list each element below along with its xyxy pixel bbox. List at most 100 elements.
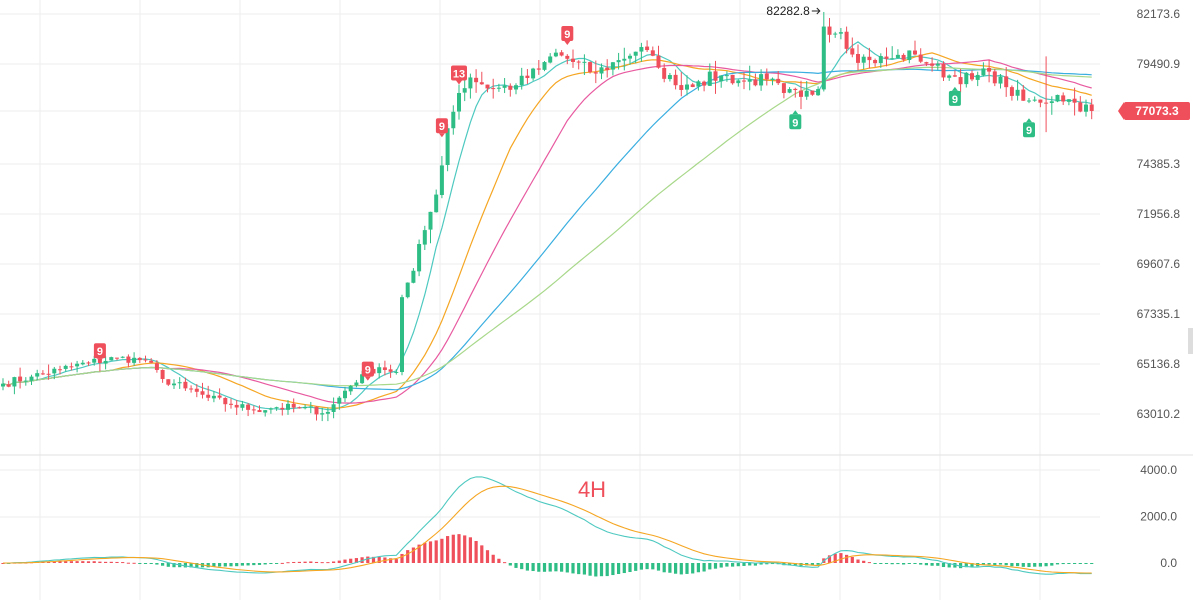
macd-histogram-bar	[537, 563, 541, 572]
candle	[633, 51, 638, 64]
candle	[485, 84, 490, 93]
count-badge: 9	[1023, 118, 1035, 138]
price-tick-label: 67335.1	[1137, 307, 1181, 321]
sequential-count-badges: 9 9 9 13 9 9 9 9	[93, 26, 1035, 381]
candle	[69, 362, 74, 371]
candle	[457, 84, 461, 120]
candle	[502, 78, 507, 94]
candle	[605, 59, 610, 78]
peak-price-label: 82282.8	[766, 4, 810, 18]
candle	[297, 406, 302, 409]
macd-histogram-bar	[816, 563, 820, 565]
macd-histogram-bar	[525, 563, 529, 571]
macd-histogram-bar	[827, 555, 832, 563]
candle	[924, 61, 929, 67]
candle	[354, 379, 359, 388]
macd-histogram-bar	[731, 563, 735, 567]
macd-panel	[1, 476, 1094, 577]
candle	[468, 73, 473, 99]
macd-histogram-bar	[104, 561, 108, 563]
candle	[143, 355, 148, 363]
macd-histogram-bar	[674, 563, 678, 574]
macd-histogram-bar	[400, 553, 404, 563]
macd-histogram-bar	[947, 563, 951, 568]
count-badge-label: 9	[792, 117, 798, 129]
candle	[229, 398, 233, 409]
candle	[981, 62, 986, 77]
macd-histogram-bar	[907, 563, 911, 564]
candle	[126, 354, 131, 368]
candle	[12, 376, 17, 395]
candle	[1032, 96, 1037, 102]
macd-histogram-bar	[468, 537, 472, 563]
ma-70-line	[2, 66, 1092, 387]
candle	[166, 379, 171, 387]
candle	[274, 406, 279, 411]
ma-20-line	[2, 52, 1092, 409]
candle	[930, 57, 935, 72]
candle	[46, 364, 51, 380]
macd-histogram-bar	[377, 556, 381, 563]
macd-histogram-bar	[696, 563, 700, 573]
macd-histogram-bar	[474, 540, 478, 563]
macd-histogram-bar	[577, 563, 581, 575]
macd-histogram-bar	[263, 563, 267, 565]
candle	[673, 69, 678, 90]
macd-histogram-bar	[542, 563, 547, 572]
macd-axis: 4000.0 2000.0 0.0	[1140, 463, 1177, 570]
candle	[913, 40, 917, 56]
price-tick-label: 74385.3	[1137, 157, 1181, 171]
macd-histogram-bar	[634, 563, 638, 571]
candle	[844, 26, 849, 54]
candle	[388, 364, 393, 378]
candle	[35, 369, 40, 381]
count-badge-label: 9	[564, 29, 570, 41]
macd-histogram-bar	[132, 562, 136, 564]
candle	[873, 58, 878, 67]
candle	[177, 377, 182, 389]
macd-histogram-bar	[970, 563, 974, 568]
candle	[650, 46, 655, 57]
candle	[348, 384, 353, 395]
macd-histogram-bar	[138, 563, 142, 564]
candle	[571, 49, 575, 68]
candle	[1089, 98, 1094, 120]
candle	[52, 366, 57, 380]
macd-histogram-bar	[582, 563, 586, 575]
count-badge-label: 9	[365, 365, 371, 377]
candle	[417, 239, 422, 277]
macd-histogram-bar	[941, 563, 946, 568]
candle	[75, 360, 80, 373]
macd-histogram-bar	[1016, 563, 1020, 567]
candle	[303, 404, 308, 410]
macd-histogram-bar	[371, 556, 376, 563]
macd-histogram-bar	[411, 547, 415, 563]
current-price-value: 77073.3	[1135, 104, 1179, 118]
macd-histogram-bar	[930, 563, 934, 566]
candle	[325, 407, 330, 422]
candle	[776, 70, 781, 86]
macd-histogram-bar	[862, 560, 866, 563]
macd-histogram-bar	[349, 558, 353, 563]
macd-histogram-bar	[1067, 563, 1071, 564]
macd-histogram-bar	[446, 536, 450, 563]
macd-histogram-bar	[189, 563, 193, 568]
candlestick-series	[1, 11, 1094, 422]
peak-arrow	[811, 7, 821, 15]
macd-histogram-bar	[1038, 563, 1042, 567]
candle	[770, 77, 775, 86]
candle	[799, 80, 803, 110]
macd-histogram-bar	[622, 563, 626, 574]
candle	[439, 156, 444, 199]
candle	[764, 68, 769, 86]
ma-fast-line	[2, 41, 1092, 411]
candle	[240, 400, 245, 411]
macd-histogram-bar	[161, 563, 165, 566]
scroll-handle[interactable]	[1188, 328, 1193, 354]
candle	[964, 71, 969, 88]
macd-histogram-bar	[1033, 563, 1037, 567]
candle	[400, 294, 404, 376]
macd-histogram-bar	[155, 563, 159, 565]
candle	[685, 75, 689, 96]
